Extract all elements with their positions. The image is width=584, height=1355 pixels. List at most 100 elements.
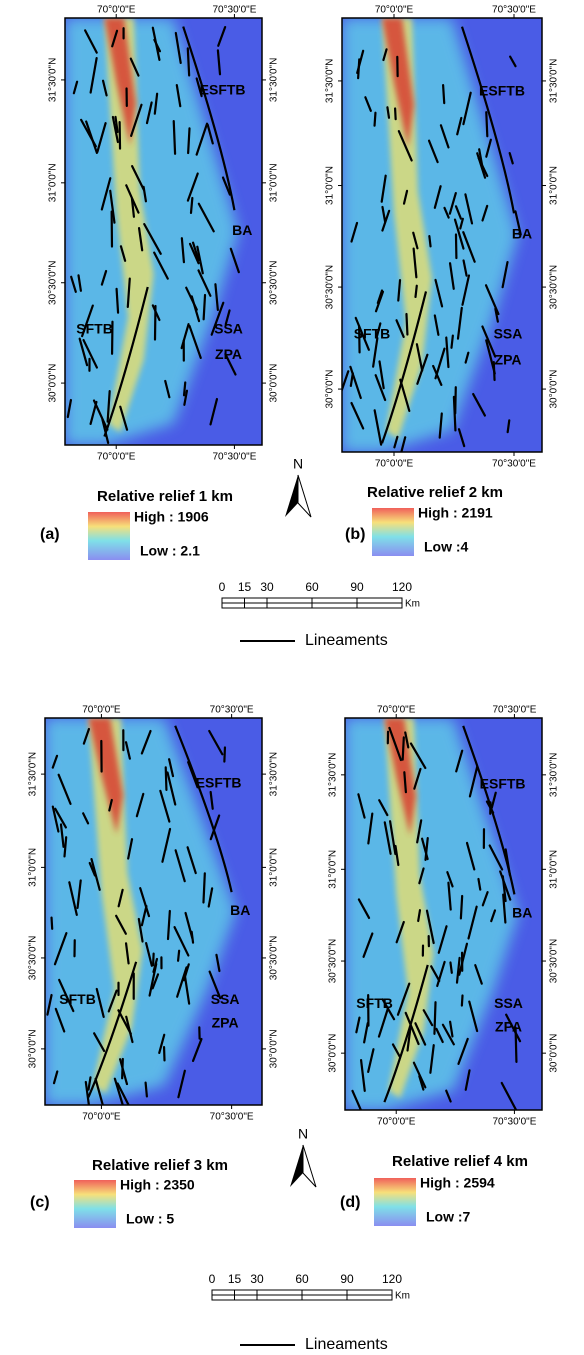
lineament: [441, 1023, 455, 1046]
lineament: [209, 790, 214, 810]
lineament: [151, 304, 161, 322]
lineament: [166, 771, 177, 806]
lineament: [114, 115, 119, 134]
lat-label: 31°0'0"N: [549, 850, 560, 889]
lineament: [119, 245, 127, 262]
lineament: [381, 209, 391, 232]
lineament: [404, 731, 410, 749]
lineament: [481, 325, 497, 358]
relief-yellow: [384, 718, 434, 1099]
lineament: [186, 47, 191, 77]
lon-label: 70°30'0"E: [492, 459, 536, 470]
lat-label: 30°0'0"N: [328, 1034, 339, 1073]
lineament: [168, 758, 175, 778]
lineament: [51, 754, 59, 769]
map-panel: 70°0'0"E 70°0'0"E 70°30'0"E 70°30'0"E 31°30'…: [48, 5, 280, 463]
lineament: [397, 278, 402, 302]
lineament: [137, 227, 144, 252]
lineament: [414, 284, 418, 299]
lineament: [113, 1077, 124, 1105]
lineament: [142, 185, 148, 203]
lat-label: 30°0'0"N: [549, 1034, 560, 1073]
color-ramp: [74, 1180, 116, 1228]
lineament: [117, 888, 124, 908]
relief-map: [345, 718, 542, 1110]
lineament: [429, 1044, 435, 1074]
lineament: [436, 960, 446, 988]
lineament: [216, 49, 222, 76]
lineament: [100, 177, 112, 211]
lineament: [111, 29, 119, 48]
lineament: [144, 1081, 148, 1098]
lineament: [438, 412, 443, 439]
region-label: SFTB: [356, 995, 393, 1011]
legend-low: Low :4: [424, 539, 469, 555]
lineament: [188, 242, 200, 265]
lineament: [342, 370, 350, 393]
lineament: [72, 80, 79, 95]
lineament: [186, 172, 199, 202]
lat-label: 31°30'0"N: [269, 752, 280, 797]
lineament: [367, 1048, 375, 1073]
lat-label: 30°0'0"N: [48, 364, 59, 403]
lineament: [137, 917, 144, 943]
lat-label: 31°30'0"N: [269, 58, 280, 103]
lineament: [459, 894, 464, 920]
lineament: [151, 952, 155, 967]
region-label: ESFTB: [480, 775, 526, 791]
lineament: [174, 31, 182, 65]
lineament: [481, 891, 489, 907]
lineament: [413, 767, 422, 790]
lineament: [217, 25, 227, 47]
map-frame: [44, 717, 263, 1106]
lineament: [445, 336, 450, 369]
lat-label: 30°0'0"N: [28, 1029, 39, 1068]
lineament: [187, 761, 199, 789]
lineament: [449, 1020, 454, 1038]
region-label: ZPA: [212, 1014, 239, 1030]
lat-label: 30°30'0"N: [325, 265, 336, 310]
lineament: [396, 982, 411, 1016]
north-arrow: [297, 474, 312, 518]
relief-cyan: [345, 718, 519, 1110]
lineament: [380, 291, 428, 444]
lat-label: 31°0'0"N: [325, 166, 336, 205]
lineament: [374, 374, 387, 402]
lineament: [103, 286, 149, 437]
lineament: [455, 956, 461, 984]
legend-title: Relative relief 3 km: [92, 1157, 228, 1174]
lineament: [115, 914, 127, 935]
lat-label: 31°30'0"N: [328, 753, 339, 798]
lineament: [460, 26, 516, 214]
relief-map: [342, 18, 542, 452]
scale-label: 120: [382, 1272, 402, 1286]
lineament: [124, 741, 131, 760]
legend-high: High : 2191: [418, 505, 493, 521]
lineament: [459, 217, 464, 230]
lineament: [412, 247, 418, 279]
scale-label: 30: [250, 1272, 264, 1286]
lineament: [514, 1026, 518, 1063]
lineament: [119, 405, 129, 431]
lat-label: 30°30'0"N: [28, 936, 39, 981]
lineament: [418, 867, 425, 885]
lineament: [437, 925, 448, 954]
lineament: [76, 879, 82, 909]
region-label: SSA: [211, 991, 240, 1007]
lineament: [506, 419, 511, 434]
lineament: [70, 275, 77, 293]
lineament: [425, 909, 435, 945]
lineament: [363, 1021, 369, 1044]
lineament: [412, 1061, 427, 1089]
lineament: [417, 909, 422, 923]
lineament: [456, 306, 463, 340]
region-label: SFTB: [76, 320, 113, 336]
legend-low: Low : 5: [126, 1211, 174, 1227]
lineament: [478, 148, 484, 167]
lineament: [108, 798, 113, 812]
legend-high: High : 2594: [420, 1175, 495, 1191]
lineament: [151, 973, 160, 990]
lat-label: 31°0'0"N: [549, 166, 560, 205]
lineament: [448, 191, 457, 215]
region-label: ZPA: [495, 1018, 522, 1034]
